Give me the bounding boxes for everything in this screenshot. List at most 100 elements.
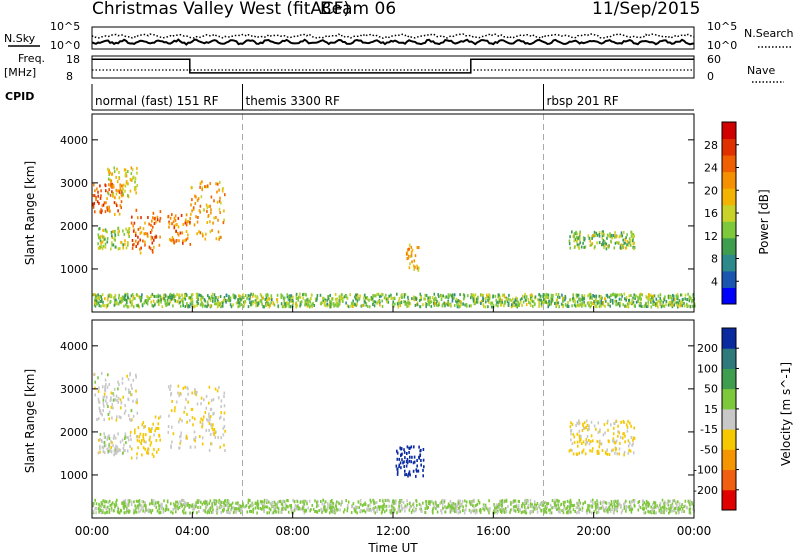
- scatter-point: [663, 502, 665, 505]
- scatter-point: [622, 303, 624, 307]
- scatter-point: [214, 435, 217, 439]
- scatter-point: [118, 190, 121, 194]
- scatter-point: [296, 304, 298, 308]
- scatter-point: [548, 301, 550, 305]
- scatter-point: [530, 504, 532, 508]
- scatter-point: [113, 303, 116, 307]
- scatter-point: [158, 511, 160, 515]
- scatter-point: [100, 304, 102, 308]
- scatter-point: [588, 303, 590, 307]
- scatter-point: [524, 501, 527, 505]
- scatter-point: [118, 293, 120, 297]
- cpid-segment-label: normal (fast) 151 RF: [95, 94, 219, 108]
- scatter-point: [341, 293, 343, 296]
- xtick-label: 12:00: [376, 524, 411, 538]
- scatter-point: [290, 508, 292, 512]
- scatter-point: [311, 302, 313, 306]
- scatter-point: [509, 298, 511, 302]
- scatter-point: [117, 189, 120, 193]
- scatter-point: [180, 434, 182, 438]
- scatter-point: [150, 223, 152, 227]
- scatter-point: [235, 510, 237, 514]
- scatter-point: [187, 502, 189, 506]
- colorbar-tick-label: -50: [700, 443, 718, 456]
- scatter-point: [345, 301, 347, 305]
- scatter-point: [674, 506, 677, 510]
- scatter-point: [101, 445, 104, 449]
- colorbar-swatch: [722, 469, 736, 491]
- scatter-point: [107, 167, 109, 171]
- scatter-point: [305, 509, 307, 513]
- scatter-point: [110, 179, 113, 183]
- scatter-point: [103, 404, 105, 408]
- scatter-point: [631, 507, 634, 511]
- scatter-point: [159, 438, 161, 442]
- scatter-point: [261, 296, 263, 300]
- scatter-point: [248, 297, 250, 301]
- scatter-point: [249, 294, 251, 298]
- scatter-point: [261, 506, 264, 510]
- scatter-point: [126, 305, 129, 309]
- scatter-point: [600, 442, 603, 446]
- scatter-point: [189, 220, 191, 224]
- scatter-point: [615, 241, 618, 244]
- scatter-point: [618, 502, 621, 506]
- scatter-point: [600, 299, 602, 303]
- scatter-point: [568, 239, 571, 243]
- scatter-point: [114, 238, 116, 242]
- scatter-point: [142, 239, 144, 243]
- scatter-point: [675, 301, 677, 305]
- scatter-point: [95, 507, 98, 511]
- scatter-point: [106, 197, 108, 201]
- scatter-point: [182, 304, 184, 308]
- scatter-point: [458, 299, 461, 303]
- scatter-point: [139, 432, 142, 436]
- scatter-point: [269, 304, 271, 308]
- scatter-point: [148, 508, 150, 512]
- scatter-point: [172, 297, 175, 301]
- scatter-point: [209, 304, 212, 308]
- scatter-point: [614, 295, 617, 299]
- scatter-point: [631, 232, 633, 236]
- scatter-point: [170, 409, 173, 413]
- scatter-point: [422, 303, 424, 307]
- scatter-point: [591, 296, 593, 300]
- scatter-point: [387, 498, 389, 502]
- scatter-point: [199, 420, 202, 424]
- scatter-point: [194, 304, 196, 308]
- cpid-segment-label: themis 3300 RF: [246, 94, 340, 108]
- scatter-point: [603, 246, 605, 250]
- scatter-point: [665, 303, 667, 307]
- scatter-point: [293, 507, 296, 511]
- scatter-point: [102, 511, 104, 514]
- scatter-point: [621, 234, 624, 238]
- scatter-point: [366, 507, 368, 511]
- scatter-point: [302, 509, 305, 513]
- scatter-point: [372, 296, 374, 300]
- scatter-point: [589, 292, 592, 296]
- scatter-point: [164, 293, 167, 297]
- scatter-point: [98, 406, 101, 410]
- scatter-point: [102, 499, 104, 503]
- scatter-point: [602, 238, 605, 242]
- scatter-point: [573, 435, 576, 439]
- scatter-point: [101, 503, 103, 507]
- scatter-point: [112, 193, 115, 197]
- scatter-point: [103, 432, 105, 436]
- scatter-point: [151, 452, 154, 456]
- scatter-point: [240, 303, 242, 307]
- scatter-point: [583, 303, 585, 307]
- scatter-point: [577, 303, 579, 307]
- scatter-point: [610, 298, 612, 302]
- time-axis-ticks: 00:00 04:00 08:00 12:00 16:00 20:00 00:00: [75, 306, 711, 538]
- colorbar-swatch: [722, 171, 736, 189]
- scatter-point: [124, 172, 127, 176]
- scatter-point: [171, 425, 173, 429]
- scatter-point: [532, 300, 535, 304]
- scatter-point: [118, 196, 121, 200]
- scatter-point: [497, 509, 499, 513]
- scatter-point: [392, 300, 394, 304]
- scatter-point: [135, 400, 137, 404]
- scatter-point: [178, 301, 180, 305]
- scatter-point: [127, 232, 130, 236]
